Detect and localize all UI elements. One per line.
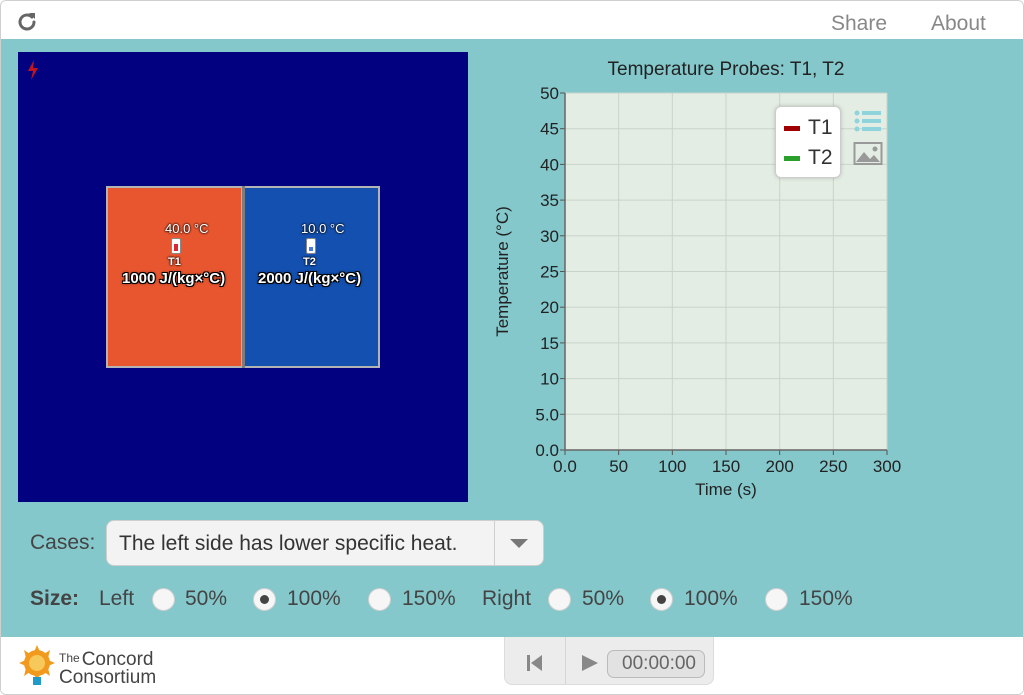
legend-swatch-t1 [784,125,800,131]
radio-right-100[interactable] [650,588,673,611]
chart-plot[interactable]: 0.0 50 100 150 200 250 300 0.0 5.0 10 15 20 25 30 35 40… [491,52,911,502]
probe-t2-label: T2 [303,256,316,268]
radio-right-100-label[interactable]: 100% [684,587,738,610]
share-link[interactable]: Share [831,12,888,35]
reload-icon[interactable] [15,10,39,34]
radio-left-100-label[interactable]: 100% [287,587,341,610]
probe-t1-temperature: 40.0 °C [165,221,209,236]
legend-label-t1: T1 [808,116,833,139]
y-tick-label: 0.0 [535,441,559,460]
playback-controls: 00:00:00 [504,637,714,685]
probe-t1-icon[interactable] [171,238,181,254]
time-display: 00:00:00 [607,650,705,678]
y-tick-label: 10 [540,370,559,389]
radio-right-50[interactable] [548,588,571,611]
radio-left-150[interactable] [368,588,391,611]
radio-right-150-label[interactable]: 150% [799,587,853,610]
logo-the: The [59,651,80,665]
size-label: Size: [30,587,80,610]
logo-text-line1[interactable]: The Concord [59,649,154,671]
logo-concord: Concord [81,649,154,670]
radio-left-50-label[interactable]: 50% [185,587,228,610]
y-tick-label: 45 [540,120,559,139]
dropdown-separator [494,521,495,565]
size-left-label: Left [99,587,135,610]
probe-t1-label: T1 [168,256,181,268]
cases-label: Cases: [30,531,96,554]
y-tick-label: 50 [540,84,559,103]
chevron-down-icon[interactable] [510,539,528,548]
y-tick-label: 25 [540,263,559,282]
y-tick-label: 40 [540,155,559,174]
probe-t2-icon[interactable] [306,238,316,254]
right-specific-heat: 2000 J/(kg×°C) [258,270,362,287]
left-specific-heat: 1000 J/(kg×°C) [122,270,226,287]
legend-item-t1: T1 [784,115,833,141]
x-tick-label: 300 [873,457,901,476]
x-tick-label: 0.0 [553,457,577,476]
block-divider [242,186,245,368]
lightning-icon[interactable] [26,60,40,80]
right-block[interactable] [242,186,380,368]
radio-right-150[interactable] [765,588,788,611]
radio-left-50[interactable] [152,588,175,611]
x-tick-label: 100 [658,457,686,476]
x-tick-label: 250 [819,457,847,476]
x-tick-label: 200 [765,457,793,476]
main-panel: 40.0 °C T1 1000 J/(kg×°C) 10.0 °C T2 200… [1,39,1023,637]
x-tick-label: 50 [609,457,628,476]
y-axis-label: Temperature (°C) [493,206,512,337]
radio-left-150-label[interactable]: 150% [402,587,456,610]
chart-title: Temperature Probes: T1, T2 [607,59,845,80]
player-separator [565,637,566,685]
logo-text-line2[interactable]: Consortium [59,667,157,688]
reset-icon[interactable] [523,651,547,675]
top-bar: Share About [1,1,1023,39]
probe-t2-temperature: 10.0 °C [301,221,345,236]
chart-legend: T1 T2 [775,106,841,178]
x-axis-label: Time (s) [695,480,757,499]
legend-swatch-t2 [784,155,800,161]
y-tick-label: 5.0 [535,405,559,424]
y-tick-label: 35 [540,191,559,210]
x-tick-label: 150 [712,457,740,476]
legend-label-t2: T2 [808,146,833,169]
y-tick-label: 15 [540,334,559,353]
concord-logo-icon[interactable] [15,643,59,689]
footer: The Concord Consortium 00:00:00 [1,637,1023,694]
radio-left-100[interactable] [253,588,276,611]
image-icon[interactable] [853,141,883,167]
list-icon[interactable] [853,108,883,134]
legend-item-t2: T2 [784,145,833,171]
left-block[interactable] [106,186,243,368]
temperature-chart: Temperature Probes: T1, T2 0.0 50 100 150 20… [491,52,911,502]
size-right-label: Right [482,587,532,610]
simulation-view[interactable]: 40.0 °C T1 1000 J/(kg×°C) 10.0 °C T2 200… [18,52,468,502]
play-icon[interactable] [577,651,601,675]
y-tick-label: 30 [540,227,559,246]
about-link[interactable]: About [931,12,986,35]
y-tick-label: 20 [540,298,559,317]
radio-right-50-label[interactable]: 50% [582,587,625,610]
cases-selected-value: The left side has lower specific heat. [119,532,458,555]
cases-dropdown[interactable]: The left side has lower specific heat. [106,520,544,566]
